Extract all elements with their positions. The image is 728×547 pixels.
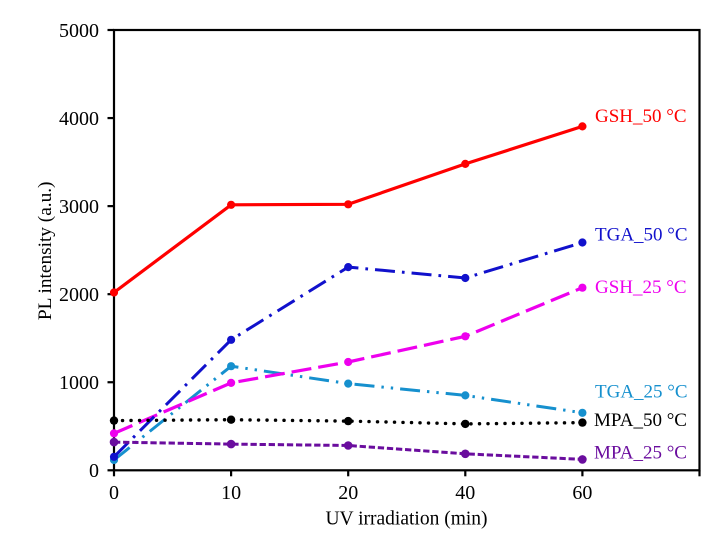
svg-text:GSH_25 °C: GSH_25 °C: [595, 277, 687, 298]
svg-text:2000: 2000: [59, 284, 99, 306]
svg-text:0: 0: [89, 460, 99, 482]
svg-text:5000: 5000: [59, 20, 99, 42]
svg-text:GSH_50 °C: GSH_50 °C: [595, 106, 687, 127]
svg-text:MPA_25 °C: MPA_25 °C: [594, 443, 687, 464]
svg-text:MPA_50 °C: MPA_50 °C: [594, 410, 687, 431]
svg-text:60: 60: [572, 482, 592, 504]
svg-text:0: 0: [109, 482, 119, 504]
svg-text:1000: 1000: [59, 372, 99, 394]
svg-text:PL intensity (a.u.): PL intensity (a.u.): [35, 182, 56, 321]
svg-text:TGA_25 °C: TGA_25 °C: [595, 382, 688, 403]
svg-text:UV irradiation (min): UV irradiation (min): [325, 509, 487, 530]
svg-text:3000: 3000: [59, 196, 99, 218]
svg-text:4000: 4000: [59, 108, 99, 130]
svg-text:40: 40: [455, 482, 475, 504]
svg-text:TGA_50 °C: TGA_50 °C: [595, 225, 688, 246]
svg-text:10: 10: [221, 482, 241, 504]
svg-text:20: 20: [338, 482, 358, 504]
